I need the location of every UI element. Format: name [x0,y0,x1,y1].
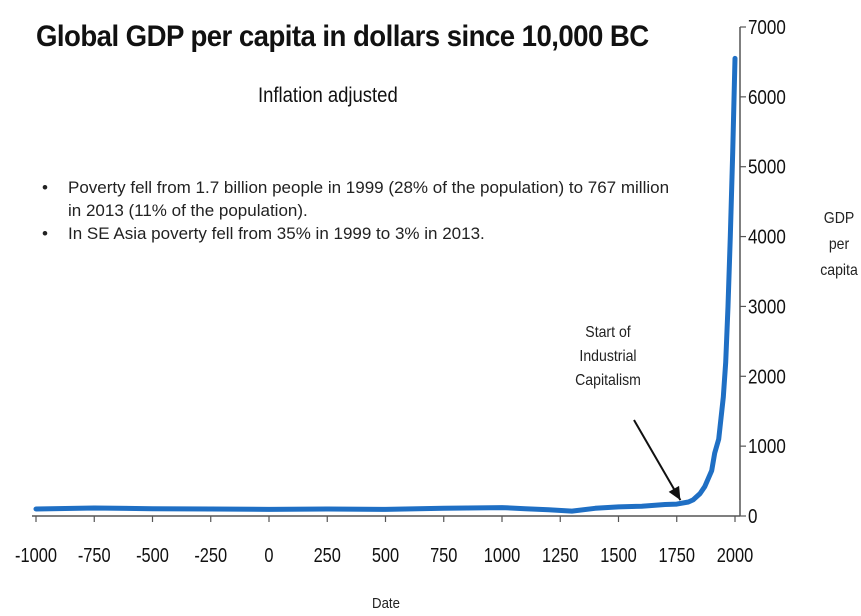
annotation-label: Start of Industrial Capitalism [575,324,641,389]
y-axis-label: GDP per capita [820,210,858,279]
annotation-arrow [633,419,682,501]
y-tick-label: 1000 [748,435,786,458]
chart-title: Global GDP per capita in dollars since 1… [36,20,649,53]
y-tick-label: 7000 [748,16,786,39]
axes [32,26,746,522]
x-tick-label: 750 [430,543,457,566]
bullet-notes: Poverty fell from 1.7 billion people in … [36,176,686,245]
x-tick-label: -250 [194,543,227,566]
x-tick-label: 1250 [542,543,578,566]
x-tick-label: 1000 [484,543,520,566]
x-tick-label: 1500 [600,543,636,566]
y-tick-label: 2000 [748,365,786,388]
x-tick-label: 250 [314,543,341,566]
y-tick-label: 4000 [748,225,786,248]
bullet-note: Poverty fell from 1.7 billion people in … [36,176,686,222]
x-tick-label: 2000 [717,543,753,566]
y-tick-label: 5000 [748,155,786,178]
x-tick-label: 1750 [659,543,695,566]
x-axis-label: Date [372,595,400,612]
y-tick-label: 3000 [748,295,786,318]
x-tick-label: 500 [372,543,399,566]
x-tick-labels: -1000 -750 -500 -250 0 250 500 750 1000 1250 1500 1… [15,543,753,566]
x-tick-label: -500 [136,543,169,566]
x-tick-label: -750 [78,543,111,566]
chart-subtitle: Inflation adjusted [258,84,398,107]
y-tick-label: 0 [748,505,757,528]
x-tick-label: 0 [264,543,273,566]
bullet-note: In SE Asia poverty fell from 35% in 1999… [36,222,686,245]
y-tick-label: 6000 [748,86,786,109]
x-tick-label: -1000 [15,543,57,566]
series-group [33,55,738,514]
arrow-head [668,485,681,501]
series-line [33,55,738,514]
y-tick-labels: 0 1000 2000 3000 4000 5000 6000 7000 [748,16,786,528]
arrow-shaft [633,419,682,501]
